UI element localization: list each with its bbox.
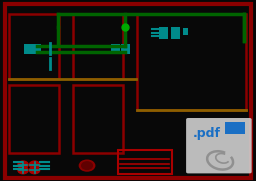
Circle shape xyxy=(82,162,92,169)
Circle shape xyxy=(79,160,95,171)
Circle shape xyxy=(18,167,28,174)
Bar xyxy=(118,150,172,174)
Bar xyxy=(137,14,246,110)
Bar xyxy=(9,14,59,79)
Bar xyxy=(73,85,123,153)
Bar xyxy=(121,44,130,49)
Bar xyxy=(24,49,33,54)
Bar xyxy=(121,49,130,54)
Circle shape xyxy=(29,167,40,174)
Bar xyxy=(171,27,180,31)
Bar xyxy=(171,30,180,35)
Text: .pdf: .pdf xyxy=(193,127,221,140)
Bar xyxy=(183,30,188,35)
Bar xyxy=(111,44,120,49)
Bar xyxy=(73,14,123,79)
Bar xyxy=(111,49,120,54)
Bar xyxy=(225,122,245,134)
Bar xyxy=(183,28,188,32)
Circle shape xyxy=(18,161,28,168)
Bar xyxy=(159,30,168,35)
Bar xyxy=(171,34,180,39)
FancyBboxPatch shape xyxy=(186,118,252,173)
Bar xyxy=(159,34,168,39)
Bar xyxy=(9,85,59,153)
Bar xyxy=(33,49,41,54)
Circle shape xyxy=(29,161,40,168)
Bar xyxy=(159,27,168,31)
Bar xyxy=(24,44,33,49)
Bar xyxy=(33,44,41,49)
